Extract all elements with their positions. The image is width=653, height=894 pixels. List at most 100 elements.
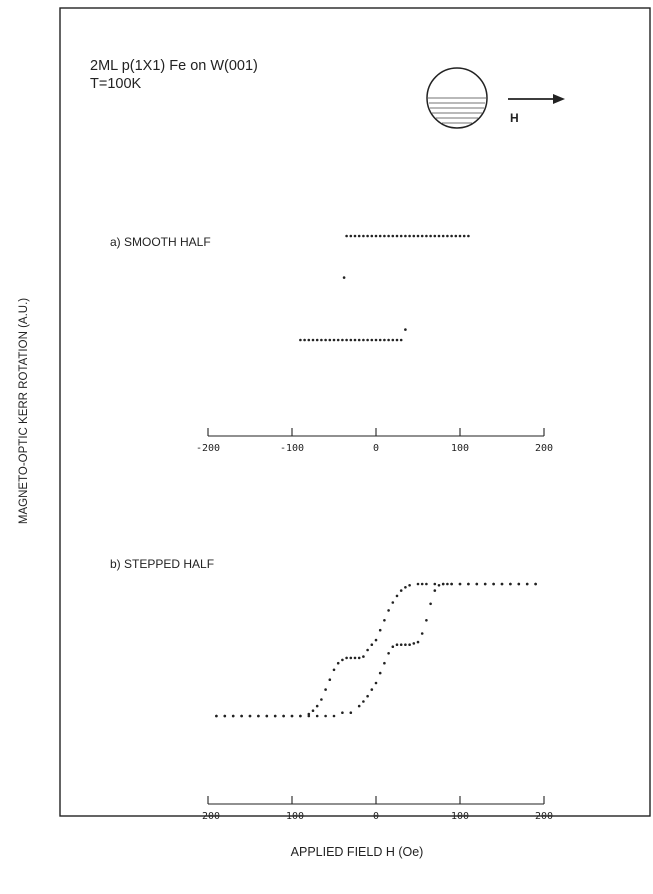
panel-b-data-point: [349, 711, 353, 714]
panel-a-data-point: [357, 338, 361, 342]
panel-a-data-point: [412, 234, 416, 238]
panel-a-data-point: [387, 234, 390, 238]
panel-b-data-point: [483, 582, 487, 586]
sample-title: 2ML p(1X1) Fe on W(001): [90, 58, 258, 74]
panel-a-data-point: [328, 338, 332, 342]
panel-b-data-point: [320, 698, 323, 701]
panel-b-data-point: [416, 582, 420, 586]
sample-schematic: H: [426, 67, 565, 129]
panel-b-data-point: [370, 688, 374, 691]
panel-a-data-point: [454, 234, 458, 238]
panel-b-data-point: [370, 643, 374, 646]
panel-b-data-point: [299, 714, 302, 718]
panel-b-data-point: [534, 582, 537, 586]
panel-a-data-point: [345, 234, 348, 238]
panel-a-data-point: [395, 338, 399, 342]
panel-a-data-point: [341, 338, 344, 342]
panel-b-data-point: [450, 582, 453, 586]
panel-b-data-point: [311, 709, 315, 712]
panel-b-data-point: [404, 586, 407, 589]
panel-a-data-point: [336, 338, 340, 342]
panel-b-tick-label: -200: [196, 811, 220, 822]
panel-a-data-point: [378, 338, 382, 342]
panel-b-data-point: [404, 643, 407, 646]
panel-a-data-point: [446, 234, 449, 238]
panel-b-data-point: [353, 656, 357, 660]
panel-a-data-point: [324, 338, 327, 342]
panel-a-tick-label: 0: [373, 443, 379, 454]
panel-b-data-point: [383, 619, 386, 622]
panel-a-data-point: [399, 338, 403, 342]
panel-b-data-point: [315, 704, 319, 708]
panel-a-data-point: [299, 338, 302, 342]
panel-a-tick-label: 200: [535, 443, 553, 454]
panel-a-data-point: [374, 338, 378, 342]
panel-b-data-point: [383, 661, 386, 665]
panel-a-data-point: [303, 338, 306, 342]
panel-b-data-point: [387, 609, 390, 612]
panel-a-data-point: [425, 234, 428, 238]
panel-b-data-point: [332, 668, 336, 672]
panel-b-data-point: [420, 632, 424, 635]
panel-b-data-point: [307, 712, 311, 716]
panel-a-tick-label: -100: [280, 443, 304, 454]
panel-b-data-point: [257, 714, 260, 718]
field-arrow-head: [553, 94, 565, 104]
panel-b-data-point: [387, 652, 390, 655]
panel-b-data-point: [341, 658, 344, 662]
panel-b-data-point: [433, 589, 437, 592]
panel-b-data-point: [307, 714, 311, 718]
panel-a-tick-label: 100: [451, 443, 469, 454]
panel-b-label: b) STEPPED HALF: [110, 557, 214, 571]
panel-b-data-point: [408, 584, 411, 587]
panel-a-data-point: [366, 338, 369, 342]
panel-a-tick-label: -200: [196, 443, 220, 454]
panel-b-data-point: [282, 714, 285, 718]
panel-b-data-point: [265, 714, 269, 718]
panel-b-data-point: [441, 582, 445, 586]
panel-b-data-point: [366, 648, 369, 652]
panel-b-data-point: [412, 642, 416, 645]
panel-a-data-point: [362, 234, 365, 238]
panel-a-data-point: [315, 338, 319, 342]
panel-a-plot: -200 -100 0 100 200: [196, 234, 553, 454]
panel-a-data-point: [416, 234, 420, 238]
panel-a-data-point: [404, 234, 407, 238]
panel-b-data-point: [425, 582, 428, 586]
panel-a-data-point: [349, 338, 353, 342]
panel-a-data-point: [395, 234, 399, 238]
panel-b-data-point: [391, 645, 395, 648]
panel-b-data-point: [408, 643, 411, 646]
panel-b-data-point: [437, 584, 441, 587]
panel-b-data-point: [391, 601, 395, 604]
panel-a-data-point: [437, 234, 441, 238]
panel-b-data-point: [509, 582, 512, 586]
panel-b-data-point: [425, 619, 428, 622]
panel-b-data-point: [492, 582, 495, 586]
panel-b-data-point: [374, 638, 378, 642]
panel-b-data-point: [357, 656, 361, 660]
panel-a-data-point: [357, 234, 361, 238]
panel-a-data-point: [311, 338, 315, 342]
panel-a-data-point: [345, 338, 348, 342]
panel-b-data-point: [416, 640, 420, 644]
panel-b-data-point: [332, 714, 336, 718]
panel-b-data-point: [290, 714, 294, 718]
panel-b-data-point: [240, 714, 243, 718]
panel-a-data-point: [391, 234, 395, 238]
panel-b-data-point: [366, 694, 369, 698]
panel-b-tick-label: -100: [280, 811, 304, 822]
panel-b-data-point: [467, 582, 470, 586]
panel-a-data-point: [353, 338, 357, 342]
panel-b-data-point: [378, 628, 382, 632]
panel-a-data-point: [349, 234, 353, 238]
panel-a-data-point: [391, 338, 395, 342]
panel-b-data-point: [349, 656, 353, 660]
panel-b-data-point: [458, 582, 462, 586]
panel-a-data-point: [353, 234, 357, 238]
panel-a-data-point: [387, 338, 390, 342]
panel-b-data-point: [315, 714, 319, 718]
panel-a-data-point: [467, 234, 470, 238]
panel-b-data-point: [223, 714, 227, 718]
